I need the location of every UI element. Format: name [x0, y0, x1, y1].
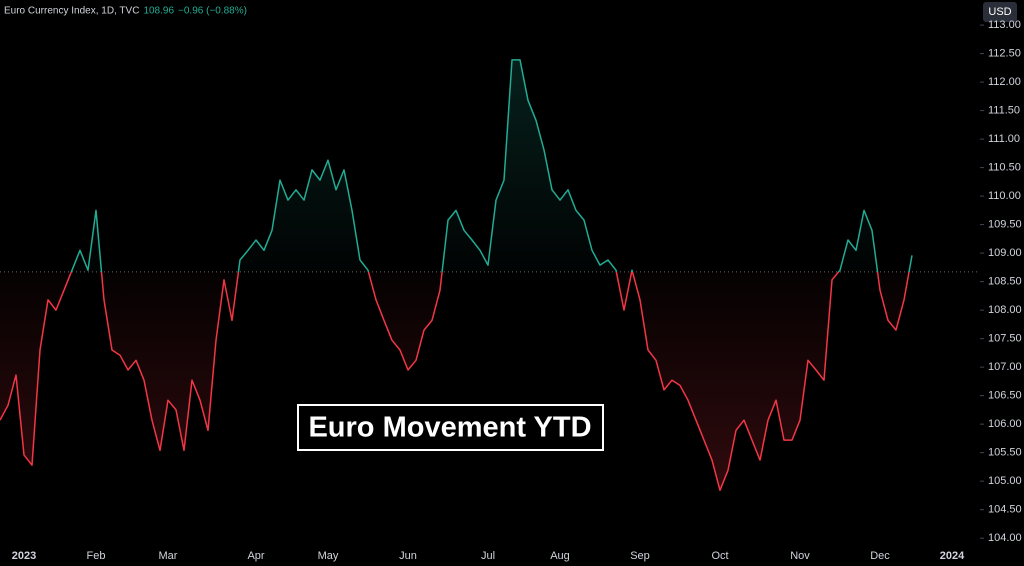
x-tick-label: Mar [159, 550, 178, 562]
y-tick-label: 110.00 [988, 190, 1021, 202]
x-tick-label: Nov [790, 550, 810, 562]
x-tick-label: Jul [481, 550, 495, 562]
y-tick-label: 109.50 [988, 219, 1022, 231]
y-tick-label: 111.50 [988, 105, 1020, 117]
currency-button[interactable] [983, 2, 1017, 22]
y-tick-label: 112.00 [988, 76, 1021, 88]
x-tick-label: Apr [247, 550, 264, 562]
chart-title: Euro Movement YTD [308, 412, 591, 444]
y-tick-label: 110.50 [988, 162, 1021, 174]
symbol-name: Euro Currency Index, 1D, TVC [4, 6, 139, 17]
y-tick-label: 113.00 [988, 19, 1021, 31]
y-tick-label: 108.50 [988, 276, 1022, 288]
x-tick-label: Dec [870, 550, 890, 562]
y-tick-label: 107.50 [988, 333, 1022, 345]
y-tick-label: 105.00 [988, 475, 1022, 487]
price-line [0, 59, 913, 492]
x-tick-label: Feb [87, 550, 106, 562]
y-tick-label: 109.00 [988, 247, 1022, 259]
x-tick-label: Jun [399, 550, 417, 562]
y-tick-label: 108.00 [988, 304, 1022, 316]
y-tick-label: 112.50 [988, 47, 1021, 59]
x-tick-label: Oct [711, 550, 728, 562]
last-price: 108.96 [143, 6, 174, 17]
y-tick-label: 104.00 [988, 532, 1022, 544]
title-box [297, 404, 604, 451]
y-tick-label: 105.50 [988, 447, 1022, 459]
x-tick-label: 2023 [12, 550, 36, 562]
x-tick-label: Aug [550, 550, 570, 562]
plot-area [0, 24, 984, 539]
price-change: −0.96 (−0.88%) [178, 6, 247, 17]
baseline-area [0, 59, 912, 491]
y-tick-label: 104.50 [988, 504, 1022, 516]
currency-label[interactable]: USD [988, 6, 1011, 18]
x-tick-label: May [318, 550, 339, 562]
y-tick-label: 111.00 [988, 133, 1020, 145]
x-tick-label: Sep [630, 550, 650, 562]
y-tick-label: 106.00 [988, 418, 1022, 430]
y-tick-label: 106.50 [988, 390, 1022, 402]
x-tick-label: 2024 [940, 550, 965, 562]
y-tick-label: 107.00 [988, 361, 1022, 373]
